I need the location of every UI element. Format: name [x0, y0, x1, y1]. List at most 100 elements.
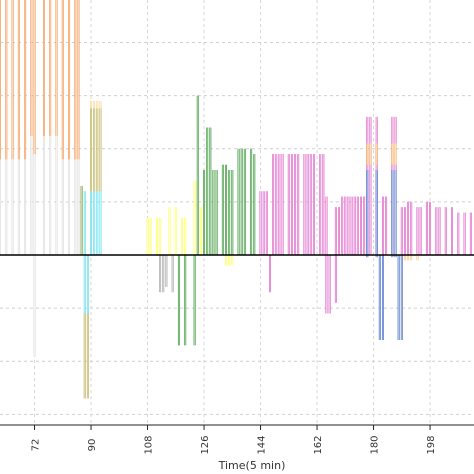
bar-stripe [304, 154, 305, 255]
bar-stripe [376, 170, 378, 255]
bar-stripe [269, 255, 271, 293]
bar-stripe [206, 127, 208, 255]
bar-stripe [74, 0, 76, 160]
bar-stripe [398, 255, 400, 340]
bar-stripe [407, 201, 409, 256]
bar-stripe [62, 159, 64, 256]
bar-stripe [68, 159, 70, 256]
bar-stripe [288, 154, 290, 255]
bar-stripe [338, 207, 340, 255]
bar-stripe [347, 196, 349, 255]
bar-stripe [222, 164, 224, 255]
bar-stripe [297, 154, 299, 255]
bar-stripe [369, 143, 371, 165]
bar-stripe [391, 143, 393, 165]
bar-stripe [34, 255, 35, 356]
bar-stripe [68, 0, 70, 160]
bar-stripe [18, 0, 20, 160]
bar-stripe [344, 196, 346, 255]
bar-stripe [451, 207, 453, 255]
bar-stripe [181, 217, 183, 255]
bar-stripe [272, 154, 274, 255]
bar-stripe [407, 255, 409, 261]
x-tick-label: 144 [257, 435, 268, 454]
x-tick-label: 180 [370, 435, 381, 454]
bar-stripe [395, 143, 396, 165]
bar-stripe [62, 0, 64, 160]
bar-stripe [395, 255, 396, 258]
bar-stripe [275, 154, 277, 255]
bar-stripe [313, 154, 315, 255]
bar-stripe [172, 255, 174, 293]
bar-stripe [369, 116, 371, 256]
bar-stripe [178, 255, 180, 346]
bar-stripe [162, 255, 164, 293]
bar-stripe [401, 207, 403, 255]
bar-stripe [225, 255, 227, 266]
bar-stripe [225, 164, 227, 255]
bar-stripe [417, 255, 418, 261]
bar-stripe [231, 170, 233, 255]
bar-stripe [335, 255, 337, 303]
bar-stripe [5, 159, 7, 256]
bar-stripe [260, 191, 261, 255]
x-tick-label: 198 [426, 435, 437, 454]
bar-stripe [100, 108, 101, 192]
bar-stripe [194, 255, 196, 346]
bar-stripe [294, 154, 296, 255]
bar-stripe [24, 0, 26, 160]
bar-stripe [184, 255, 186, 346]
bar-stripe [404, 207, 406, 255]
bar-stripe [100, 191, 101, 255]
bar-stripe [417, 207, 418, 255]
bar-stripe [18, 159, 20, 256]
bar-stripe [238, 148, 240, 255]
bar-stripe [49, 136, 51, 255]
bar-stripe [357, 196, 359, 255]
bar-stripe [150, 217, 152, 255]
bar-stripe [429, 201, 431, 256]
bar-stripe [200, 207, 202, 255]
bar-stripe [87, 255, 89, 314]
bar-stripe [439, 207, 440, 255]
bar-stripe [43, 136, 45, 255]
x-tick-label: 108 [144, 435, 155, 454]
bar-stripe [194, 180, 196, 255]
bar-stripe [366, 170, 368, 255]
bar-stripe [169, 207, 170, 255]
bar-stripe [307, 154, 309, 255]
bar-stripe [253, 154, 255, 255]
bar-stripe [213, 170, 214, 255]
bar-stripe [363, 196, 365, 255]
bar-stripe [12, 0, 14, 160]
bar-stripe [366, 255, 368, 258]
bar-stripe [43, 0, 45, 136]
bar-stripe [404, 255, 406, 261]
bar-stripe [410, 201, 412, 256]
bar-stripe [34, 154, 35, 255]
bar-stripe [244, 148, 246, 255]
bar-stripe [385, 196, 387, 255]
x-axis-title: Time(5 min) [218, 459, 286, 472]
bar-stripe [78, 0, 79, 160]
bar-stripe [84, 255, 86, 314]
bar-stripe [78, 159, 79, 256]
bar-stripe [278, 154, 280, 255]
bar-stripe [159, 217, 161, 255]
bar-stripe [379, 255, 381, 340]
bar-stripe [266, 191, 268, 255]
bar-stripe [209, 127, 211, 255]
bar-stripe [329, 255, 331, 314]
x-tick-label: 126 [200, 435, 211, 454]
bar-stripe [159, 255, 161, 293]
bar-stripe [96, 100, 98, 109]
bar-stripe [401, 255, 403, 340]
bar [0, 159, 1, 256]
bar-stripe [250, 148, 252, 255]
bar-stripe [360, 196, 362, 255]
bar-stripe [457, 212, 459, 255]
bar-stripe [231, 255, 233, 266]
bar-stripe [354, 196, 356, 255]
